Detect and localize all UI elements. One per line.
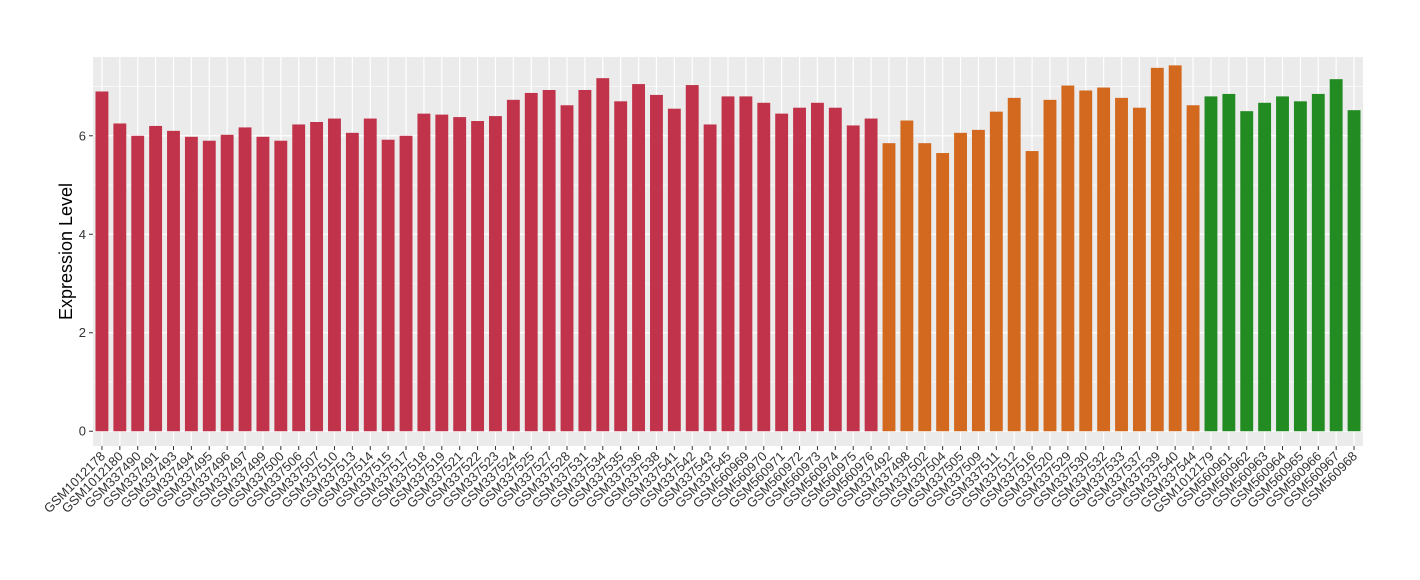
bar-gsm337532 [1097,87,1111,432]
bar-gsm337502 [918,143,932,432]
bar-gsm337500 [274,140,288,432]
bar-gsm337505 [954,132,967,432]
bar-gsm560965 [1293,101,1307,432]
bar-gsm337535 [614,101,628,432]
bar-gsm560972 [793,107,806,432]
bar-gsm337528 [560,105,574,432]
bar-gsm560968 [1347,110,1361,432]
bar-gsm337512 [1007,97,1021,432]
bars [95,65,1361,432]
bar-gsm337536 [632,84,646,432]
bar-gsm337504 [936,153,950,432]
bar-gsm337519 [435,114,449,432]
bar-gsm560970 [757,102,771,432]
bar-gsm337523 [489,116,502,432]
bar-gsm337521 [453,117,467,432]
bar-gsm337540 [1168,65,1182,432]
bar-gsm337490 [131,135,145,432]
bar-gsm337530 [1079,90,1093,432]
bar-gsm337545 [721,96,735,432]
bar-gsm337513 [345,132,359,432]
bar-gsm337494 [184,136,198,432]
bar-gsm560969 [739,96,753,432]
bar-gsm1012178 [95,91,109,432]
bar-gsm337517 [399,135,413,432]
bar-gsm337516 [1025,151,1039,432]
bar-gsm337531 [578,89,592,432]
y-tick-label: 4 [79,227,86,242]
bar-gsm560964 [1276,96,1289,432]
bar-gsm337529 [1061,85,1075,432]
bar-gsm560976 [864,118,878,432]
y-axis-title: Expression Level [56,183,76,320]
bar-gsm337537 [1132,107,1146,432]
bar-gsm337514 [363,118,377,432]
y-tick-label: 6 [79,128,86,143]
bar-gsm337538 [650,94,663,432]
y-tick-label: 2 [79,325,86,340]
bar-gsm337541 [667,108,681,432]
bar-gsm1012180 [113,123,127,432]
bar-gsm337495 [202,140,216,432]
bar-gsm337518 [417,113,431,432]
bar-gsm337544 [1186,105,1200,432]
bar-gsm337522 [471,121,485,432]
bar-gsm337497 [238,127,252,432]
bar-gsm560971 [775,113,789,432]
bar-gsm560962 [1240,111,1254,432]
bar-gsm1012179 [1204,96,1218,432]
bar-gsm337515 [381,139,395,432]
bar-gsm337542 [685,85,699,432]
bar-gsm337496 [220,134,234,432]
bar-gsm337510 [328,118,341,432]
bar-gsm560973 [810,102,824,432]
bar-gsm337507 [310,121,324,432]
bar-gsm337520 [1043,99,1057,432]
bar-gsm560966 [1311,93,1325,432]
bar-gsm337511 [989,111,1003,432]
bar-gsm337525 [524,92,538,432]
bar-gsm560975 [846,125,860,432]
x-axis: GSM1012178GSM1012180GSM337490GSM337491GS… [41,446,1360,516]
bar-gsm337498 [900,120,914,432]
bar-gsm337492 [882,143,896,432]
bar-gsm337539 [1150,67,1164,432]
bar-gsm337543 [703,124,717,432]
bar-gsm560967 [1329,79,1343,432]
bar-gsm337509 [971,129,985,432]
bar-gsm337533 [1115,97,1128,432]
y-axis: 0 2 4 6 [79,128,93,439]
bar-gsm337524 [506,99,520,432]
bar-gsm560963 [1258,102,1272,432]
bar-gsm337534 [596,78,610,432]
bar-gsm560974 [828,107,842,432]
bar-gsm337527 [542,89,556,432]
bar-gsm560961 [1222,93,1236,432]
bar-gsm337506 [292,124,306,432]
bar-gsm337499 [256,136,270,432]
y-tick-label: 0 [79,424,86,439]
bar-gsm337491 [149,125,163,432]
bar-gsm337493 [167,130,180,432]
